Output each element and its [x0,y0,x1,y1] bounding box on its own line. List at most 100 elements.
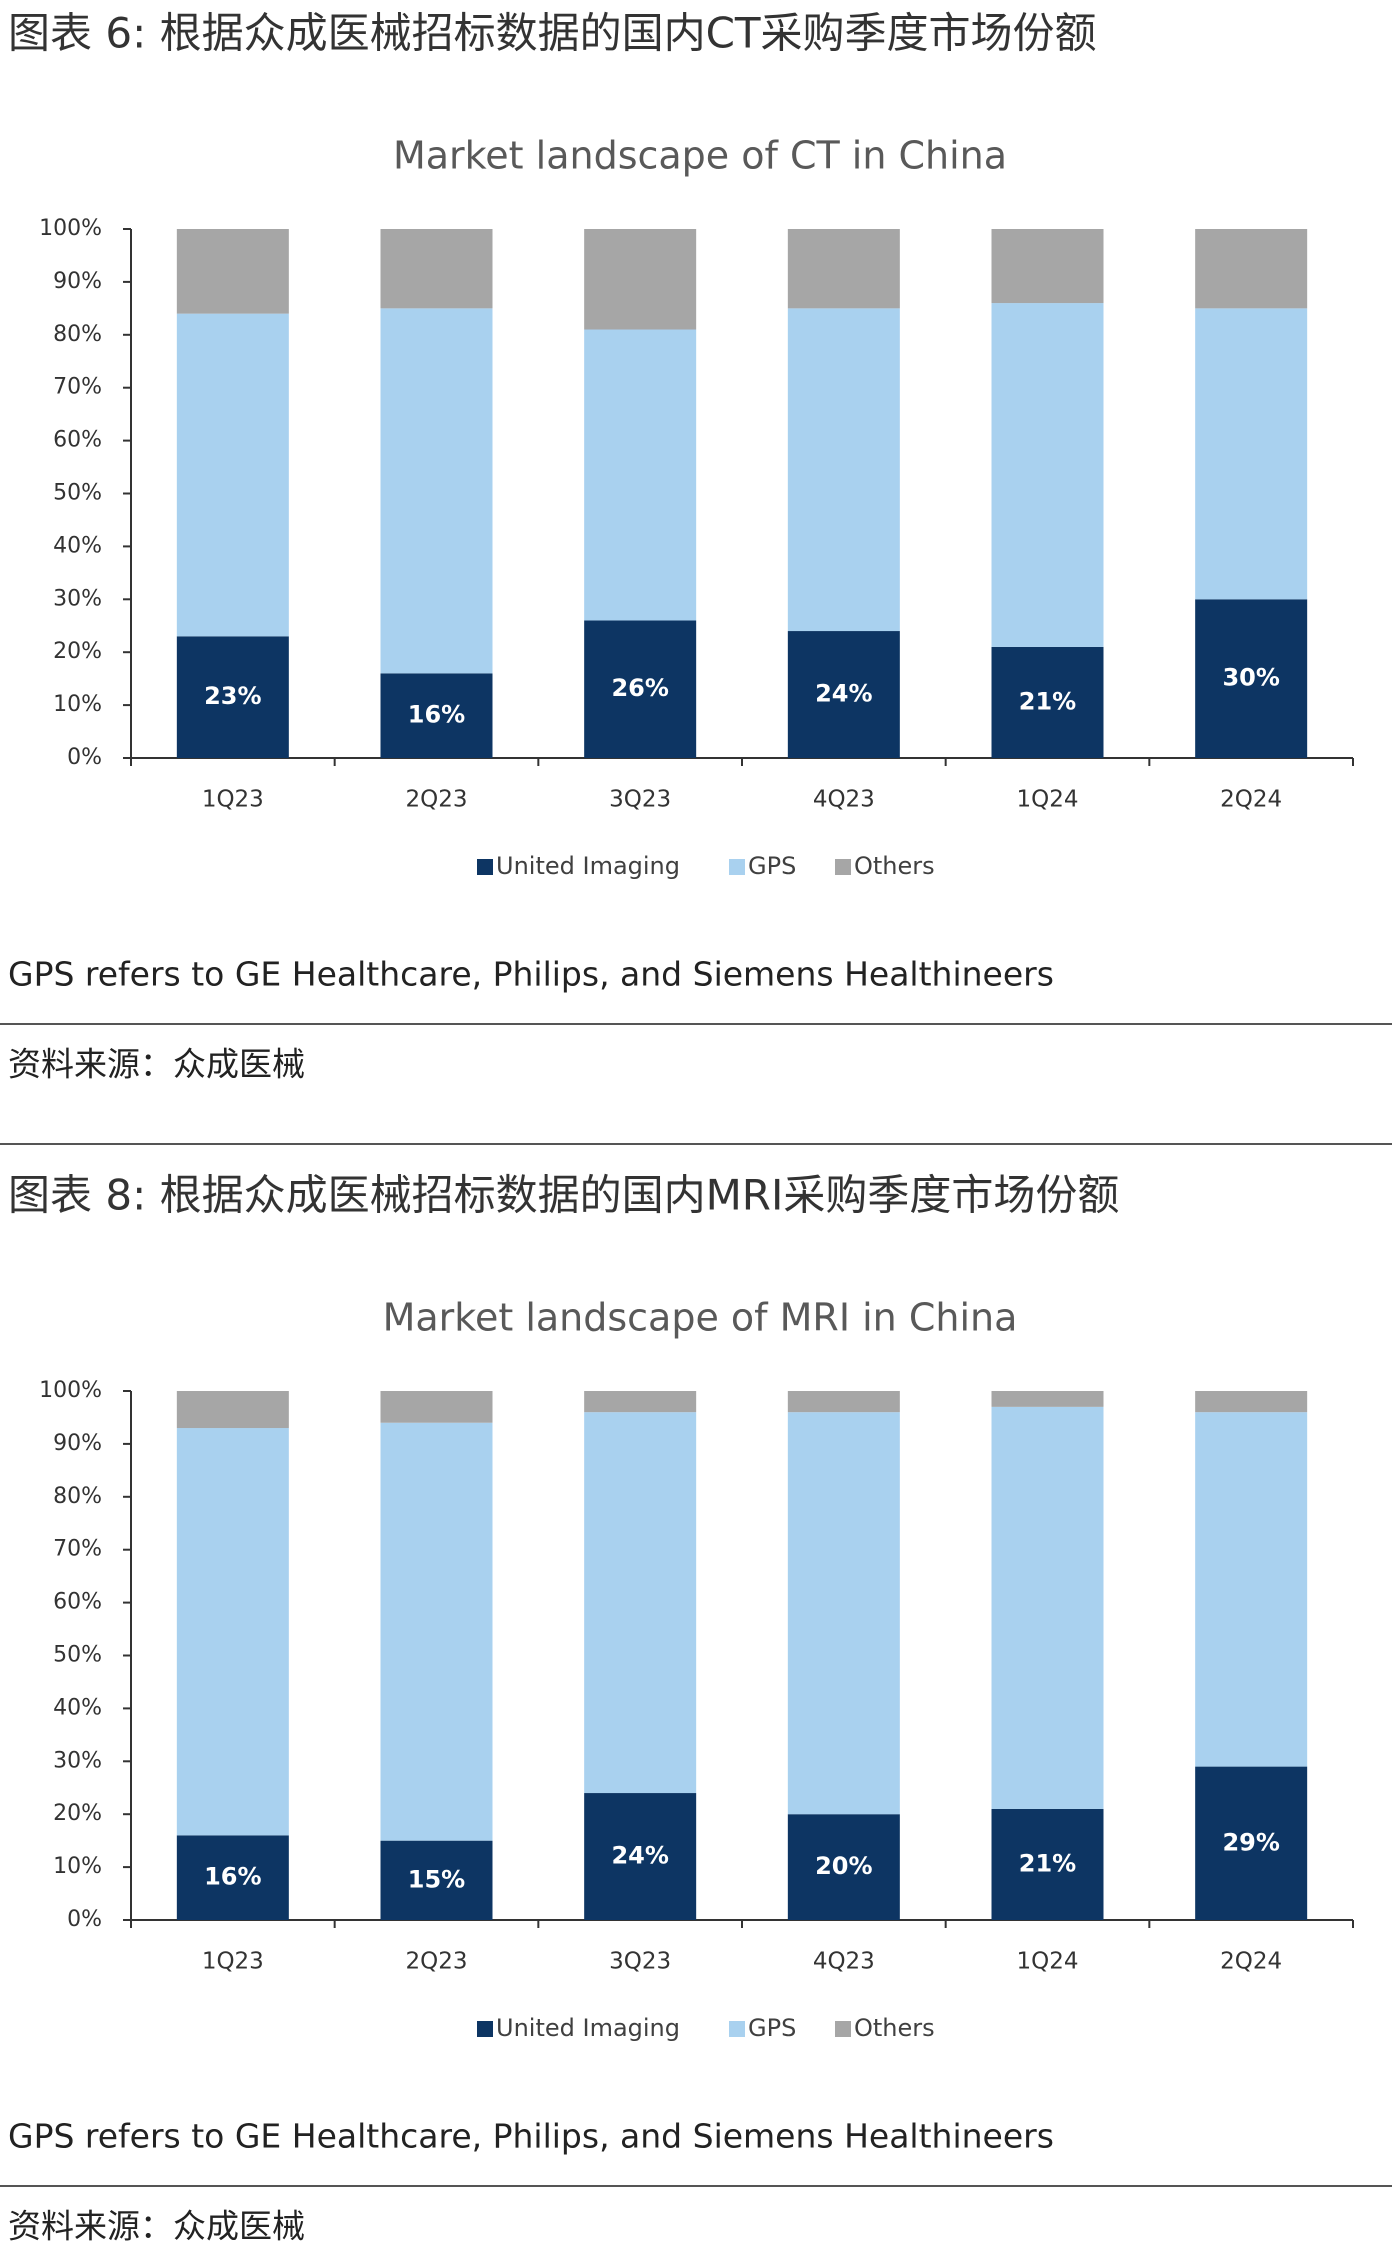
bar-segment [584,1391,697,1413]
y-tick-label: 30% [53,586,102,611]
x-tick-label: 2Q24 [1220,1949,1282,1975]
bar-segment [584,229,697,330]
legend-swatch [729,2021,745,2037]
legend-label: United Imaging [496,852,680,880]
bar-segment [1195,229,1308,309]
y-tick-label: 60% [53,1590,102,1615]
y-tick-label: 80% [53,1484,102,1509]
bar-segment [380,308,493,674]
y-tick-label: 60% [53,428,102,453]
x-tick-label: 2Q23 [405,787,467,813]
value-label: 29% [1222,1828,1279,1856]
source: 资料来源：众成医械 [8,1045,305,1084]
legend-label: GPS [748,852,796,880]
bar-segment [176,1391,289,1429]
y-tick-label: 40% [53,1695,102,1720]
bar-segment [380,1840,493,1920]
bar-segment [176,229,289,314]
y-tick-label: 0% [67,1907,102,1932]
bar-segment [584,329,697,621]
bar-segment [1195,1391,1308,1413]
x-tick-label: 3Q23 [609,787,671,813]
y-tick-label: 90% [53,269,102,294]
bar-segment [787,631,900,758]
bar-segment [991,229,1104,304]
bar-segment [380,673,493,758]
value-label: 21% [1019,687,1076,715]
y-tick-label: 80% [53,322,102,347]
bar-segment [1195,1766,1308,1920]
legend-swatch [477,2021,493,2037]
bar-segment [380,1391,493,1423]
value-label: 23% [204,682,261,710]
y-tick-label: 90% [53,1431,102,1456]
bar-segment [991,303,1104,647]
bar-segment [176,636,289,758]
bar-segment [176,1428,289,1836]
legend-label: GPS [748,2014,796,2042]
chart-title: Market landscape of CT in China [393,134,1007,178]
y-tick-label: 100% [39,1378,102,1403]
x-tick-label: 1Q23 [202,787,264,813]
value-label: 16% [408,701,465,729]
x-tick-label: 3Q23 [609,1949,671,1975]
y-tick-label: 100% [39,216,102,241]
bar-segment [787,308,900,632]
bar-segment [1195,599,1308,758]
legend-label: Others [854,2014,935,2042]
bar-segment [1195,1412,1308,1767]
bar-segment [991,646,1104,758]
value-label: 21% [1019,1849,1076,1877]
bar-segment [380,229,493,309]
y-tick-label: 20% [53,639,102,664]
y-tick-label: 20% [53,1801,102,1826]
x-tick-label: 2Q23 [405,1949,467,1975]
y-tick-label: 50% [53,1643,102,1668]
y-tick-label: 40% [53,533,102,558]
legend-label: Others [854,852,935,880]
bar-segment [584,1412,697,1794]
bar-segment [176,313,289,637]
y-tick-label: 10% [53,692,102,717]
bar-segment [787,1412,900,1815]
y-tick-label: 30% [53,1748,102,1773]
legend-swatch [835,859,851,875]
y-tick-label: 70% [53,375,102,400]
x-tick-label: 1Q23 [202,1949,264,1975]
x-tick-label: 1Q24 [1016,787,1078,813]
bar-segment [991,1406,1104,1809]
bar-segment [584,1793,697,1920]
y-tick-label: 0% [67,745,102,770]
x-tick-label: 4Q23 [813,1949,875,1975]
bar-segment [176,1835,289,1920]
value-label: 16% [204,1863,261,1891]
value-label: 15% [408,1865,465,1893]
bar-segment [584,620,697,758]
x-tick-label: 1Q24 [1016,1949,1078,1975]
bar-segment [991,1808,1104,1920]
y-tick-label: 50% [53,481,102,506]
legend-swatch [477,859,493,875]
y-tick-label: 10% [53,1854,102,1879]
chart-title: Market landscape of MRI in China [383,1296,1018,1340]
y-tick-label: 70% [53,1537,102,1562]
legend-label: United Imaging [496,2014,680,2042]
bar-segment [991,1391,1104,1407]
legend-swatch [729,859,745,875]
value-label: 26% [611,674,668,702]
figure-heading: 图表 6: 根据众成医械招标数据的国内CT采购季度市场份额 [8,9,1097,58]
bar-segment [1195,308,1308,600]
bar-segment [787,229,900,309]
x-tick-label: 2Q24 [1220,787,1282,813]
legend-swatch [835,2021,851,2037]
value-label: 30% [1222,664,1279,692]
value-label: 20% [815,1852,872,1880]
value-label: 24% [815,680,872,708]
bar-segment [380,1422,493,1841]
x-tick-label: 4Q23 [813,787,875,813]
figure-heading: 图表 8: 根据众成医械招标数据的国内MRI采购季度市场份额 [8,1171,1119,1220]
bar-segment [787,1391,900,1413]
bar-segment [787,1814,900,1920]
note: GPS refers to GE Healthcare, Philips, an… [8,955,1054,994]
